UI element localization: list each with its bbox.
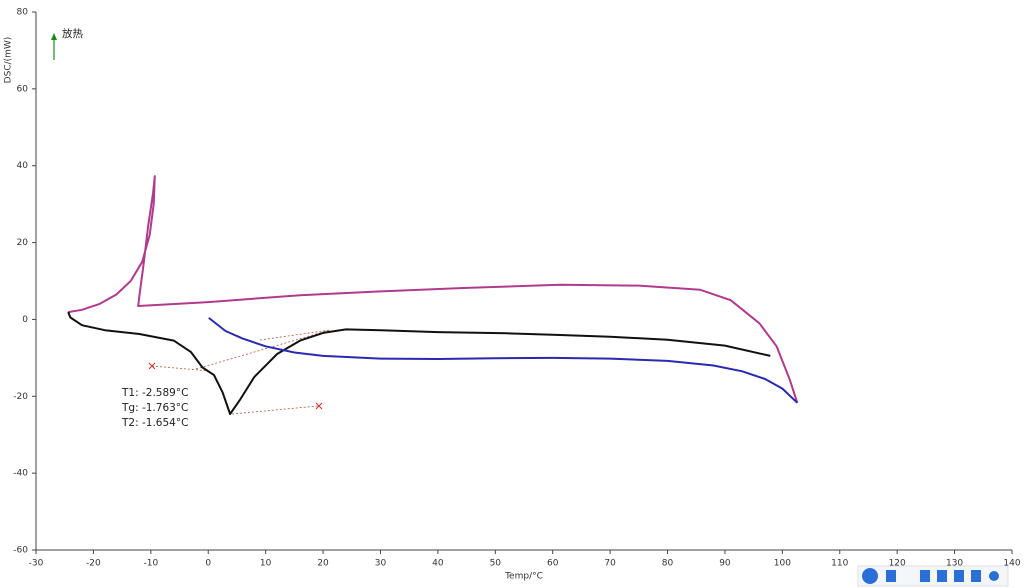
annotation: T2: -1.654°C: [121, 417, 188, 429]
y-axis-label: DSC/(mW): [4, 37, 14, 84]
toolbar-icon[interactable]: [954, 570, 964, 582]
x-tick-label: 40: [432, 559, 444, 569]
tangent-line: [195, 329, 331, 370]
x-tick-label: 50: [490, 559, 502, 569]
marker: [148, 362, 156, 370]
x-tick-label: -10: [143, 559, 158, 569]
x-tick-label: 10: [260, 559, 272, 569]
toolbar-icon[interactable]: [971, 570, 981, 582]
y-tick-label: 80: [17, 8, 29, 18]
x-tick-label: 130: [946, 559, 963, 569]
exo-arrow-head: [51, 33, 57, 40]
toolbar-icon[interactable]: [920, 570, 930, 582]
y-tick-label: -60: [13, 546, 28, 556]
x-tick-label: 0: [205, 559, 211, 569]
y-tick-label: -20: [13, 392, 28, 402]
x-tick-label: -20: [86, 559, 101, 569]
data-line: [67, 311, 771, 415]
y-tick-label: -40: [13, 469, 28, 479]
x-tick-label: -30: [29, 559, 44, 569]
y-tick-label: 20: [17, 238, 29, 248]
annotation: Tg: -1.763°C: [121, 402, 188, 414]
x-tick-label: 60: [547, 559, 559, 569]
data-line: [68, 175, 799, 404]
tangent-line: [151, 365, 211, 372]
analysis-lines: [151, 329, 331, 415]
x-tick-label: 120: [889, 559, 906, 569]
x-tick-label: 90: [719, 559, 731, 569]
x-tick-label: 30: [375, 559, 387, 569]
toolbar-icon[interactable]: [862, 568, 878, 584]
toolbar: [857, 565, 1009, 587]
x-tick-label: 20: [317, 559, 329, 569]
exo-label: 放热: [62, 27, 83, 40]
marker: [315, 402, 323, 410]
y-tick-label: 60: [17, 84, 29, 94]
toolbar-icon[interactable]: [886, 570, 896, 582]
x-tick-label: 70: [604, 559, 616, 569]
x-tick-label: 80: [662, 559, 674, 569]
markers: [148, 362, 323, 410]
toolbar-bg: [857, 565, 1009, 587]
x-tick-label: 100: [774, 559, 791, 569]
y-tick-label: 40: [17, 161, 29, 171]
y-tick-label: 0: [22, 315, 28, 325]
toolbar-icon[interactable]: [937, 570, 947, 582]
data-line: [208, 317, 798, 404]
x-axis-label: Temp/°C: [504, 572, 543, 582]
x-tick-label: 140: [1003, 559, 1020, 569]
toolbar-icon[interactable]: [989, 571, 999, 581]
x-tick-label: 110: [831, 559, 848, 569]
annotation: T1: -2.589°C: [121, 387, 188, 399]
